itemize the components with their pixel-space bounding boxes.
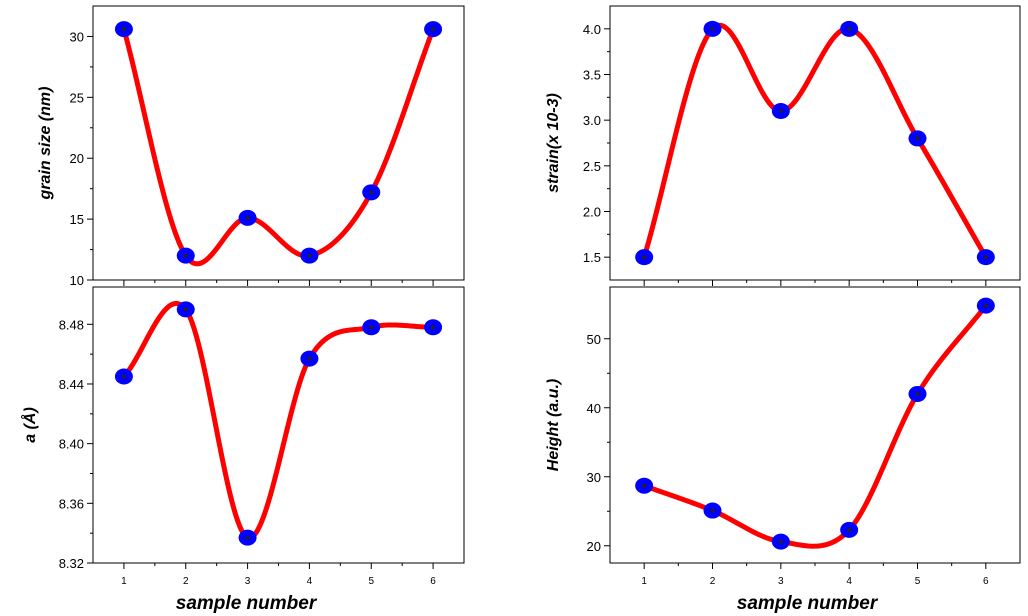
y-tick-label: 8.32 (59, 556, 84, 571)
x-axis-title-right: sample number (737, 593, 879, 614)
panel-grain-size: 10 15 20 25 30 grain size (nm) (37, 5, 465, 288)
y-tick-label: 10 (70, 273, 84, 288)
data-point-center (183, 307, 188, 312)
data-point-center (245, 215, 250, 220)
data-point-center (121, 374, 126, 379)
plot-frame (92, 286, 465, 564)
y-tick-label: 15 (70, 212, 84, 227)
data-point-center (369, 325, 374, 330)
data-point-center (183, 253, 188, 258)
y-tick-label: 2.5 (583, 159, 601, 174)
data-point-center (431, 27, 436, 32)
y-axis-title: strain(x 10-3) (545, 93, 562, 193)
y-tick-label: 40 (587, 401, 601, 416)
y-axis-title: Height (a.u.) (545, 379, 562, 471)
panel-height: 20 30 40 50 1 2 3 4 5 6 Height (a.u.) (545, 286, 1021, 587)
data-point-center (431, 325, 436, 330)
y-tick-label: 20 (70, 151, 84, 166)
data-point-center (778, 539, 783, 544)
series-line (641, 22, 989, 260)
y-tick-label: 8.40 (59, 437, 84, 452)
x-tick-label: 3 (778, 576, 784, 587)
series-line (121, 26, 436, 267)
y-tick-label: 3.5 (583, 68, 601, 83)
x-tick-label: 5 (915, 576, 921, 587)
data-point-center (245, 535, 250, 540)
y-tick-label: 30 (70, 29, 84, 44)
series-line (641, 303, 989, 549)
data-point-center (710, 26, 715, 31)
x-tick-label: 6 (983, 576, 989, 587)
plot-frame (609, 286, 1021, 564)
series-line (121, 300, 436, 541)
data-point-center (847, 527, 852, 532)
y-tick-label: 1.5 (583, 250, 601, 265)
data-point-center (915, 391, 920, 396)
y-tick-label: 30 (587, 470, 601, 485)
x-tick-label: 1 (641, 576, 647, 587)
x-tick-label: 4 (846, 576, 852, 587)
y-axis-title: grain size (nm) (37, 87, 54, 201)
data-point-center (307, 356, 312, 361)
data-point-center (778, 109, 783, 114)
data-point-center (847, 26, 852, 31)
data-point-center (369, 190, 374, 195)
y-tick-label: 25 (70, 90, 84, 105)
y-axis-title: a (Å) (20, 407, 39, 443)
data-point-center (307, 253, 312, 258)
y-tick-label: 50 (587, 332, 601, 347)
y-tick-label: 3.0 (583, 113, 601, 128)
data-point-center (121, 27, 126, 32)
y-tick-label: 8.48 (59, 317, 84, 332)
x-tick-label: 5 (368, 576, 374, 587)
panel-lattice-parameter: 8.32 8.36 8.40 8.44 8.48 1 2 3 4 5 6 a (Å) (20, 286, 465, 587)
x-axis-title-left: sample number (176, 593, 318, 614)
x-tick-label: 6 (430, 576, 436, 587)
data-point-center (915, 136, 920, 141)
y-tick-label: 8.36 (59, 496, 84, 511)
data-point-center (983, 303, 988, 308)
panel-strain: 1.5 2.0 2.5 3.0 3.5 4.0 strain(x 10-3) (545, 5, 1021, 286)
y-tick-label: 2.0 (583, 205, 601, 220)
y-tick-label: 4.0 (583, 22, 601, 37)
x-tick-label: 3 (245, 576, 251, 587)
x-tick-label: 4 (307, 576, 313, 587)
x-tick-label: 2 (183, 576, 189, 587)
x-tick-label: 2 (710, 576, 716, 587)
data-point-center (710, 508, 715, 513)
data-point-center (642, 483, 647, 488)
data-point-center (983, 255, 988, 260)
x-tick-label: 1 (121, 576, 127, 587)
y-tick-label: 8.44 (59, 377, 84, 392)
y-tick-label: 20 (587, 539, 601, 554)
data-point-center (642, 255, 647, 260)
